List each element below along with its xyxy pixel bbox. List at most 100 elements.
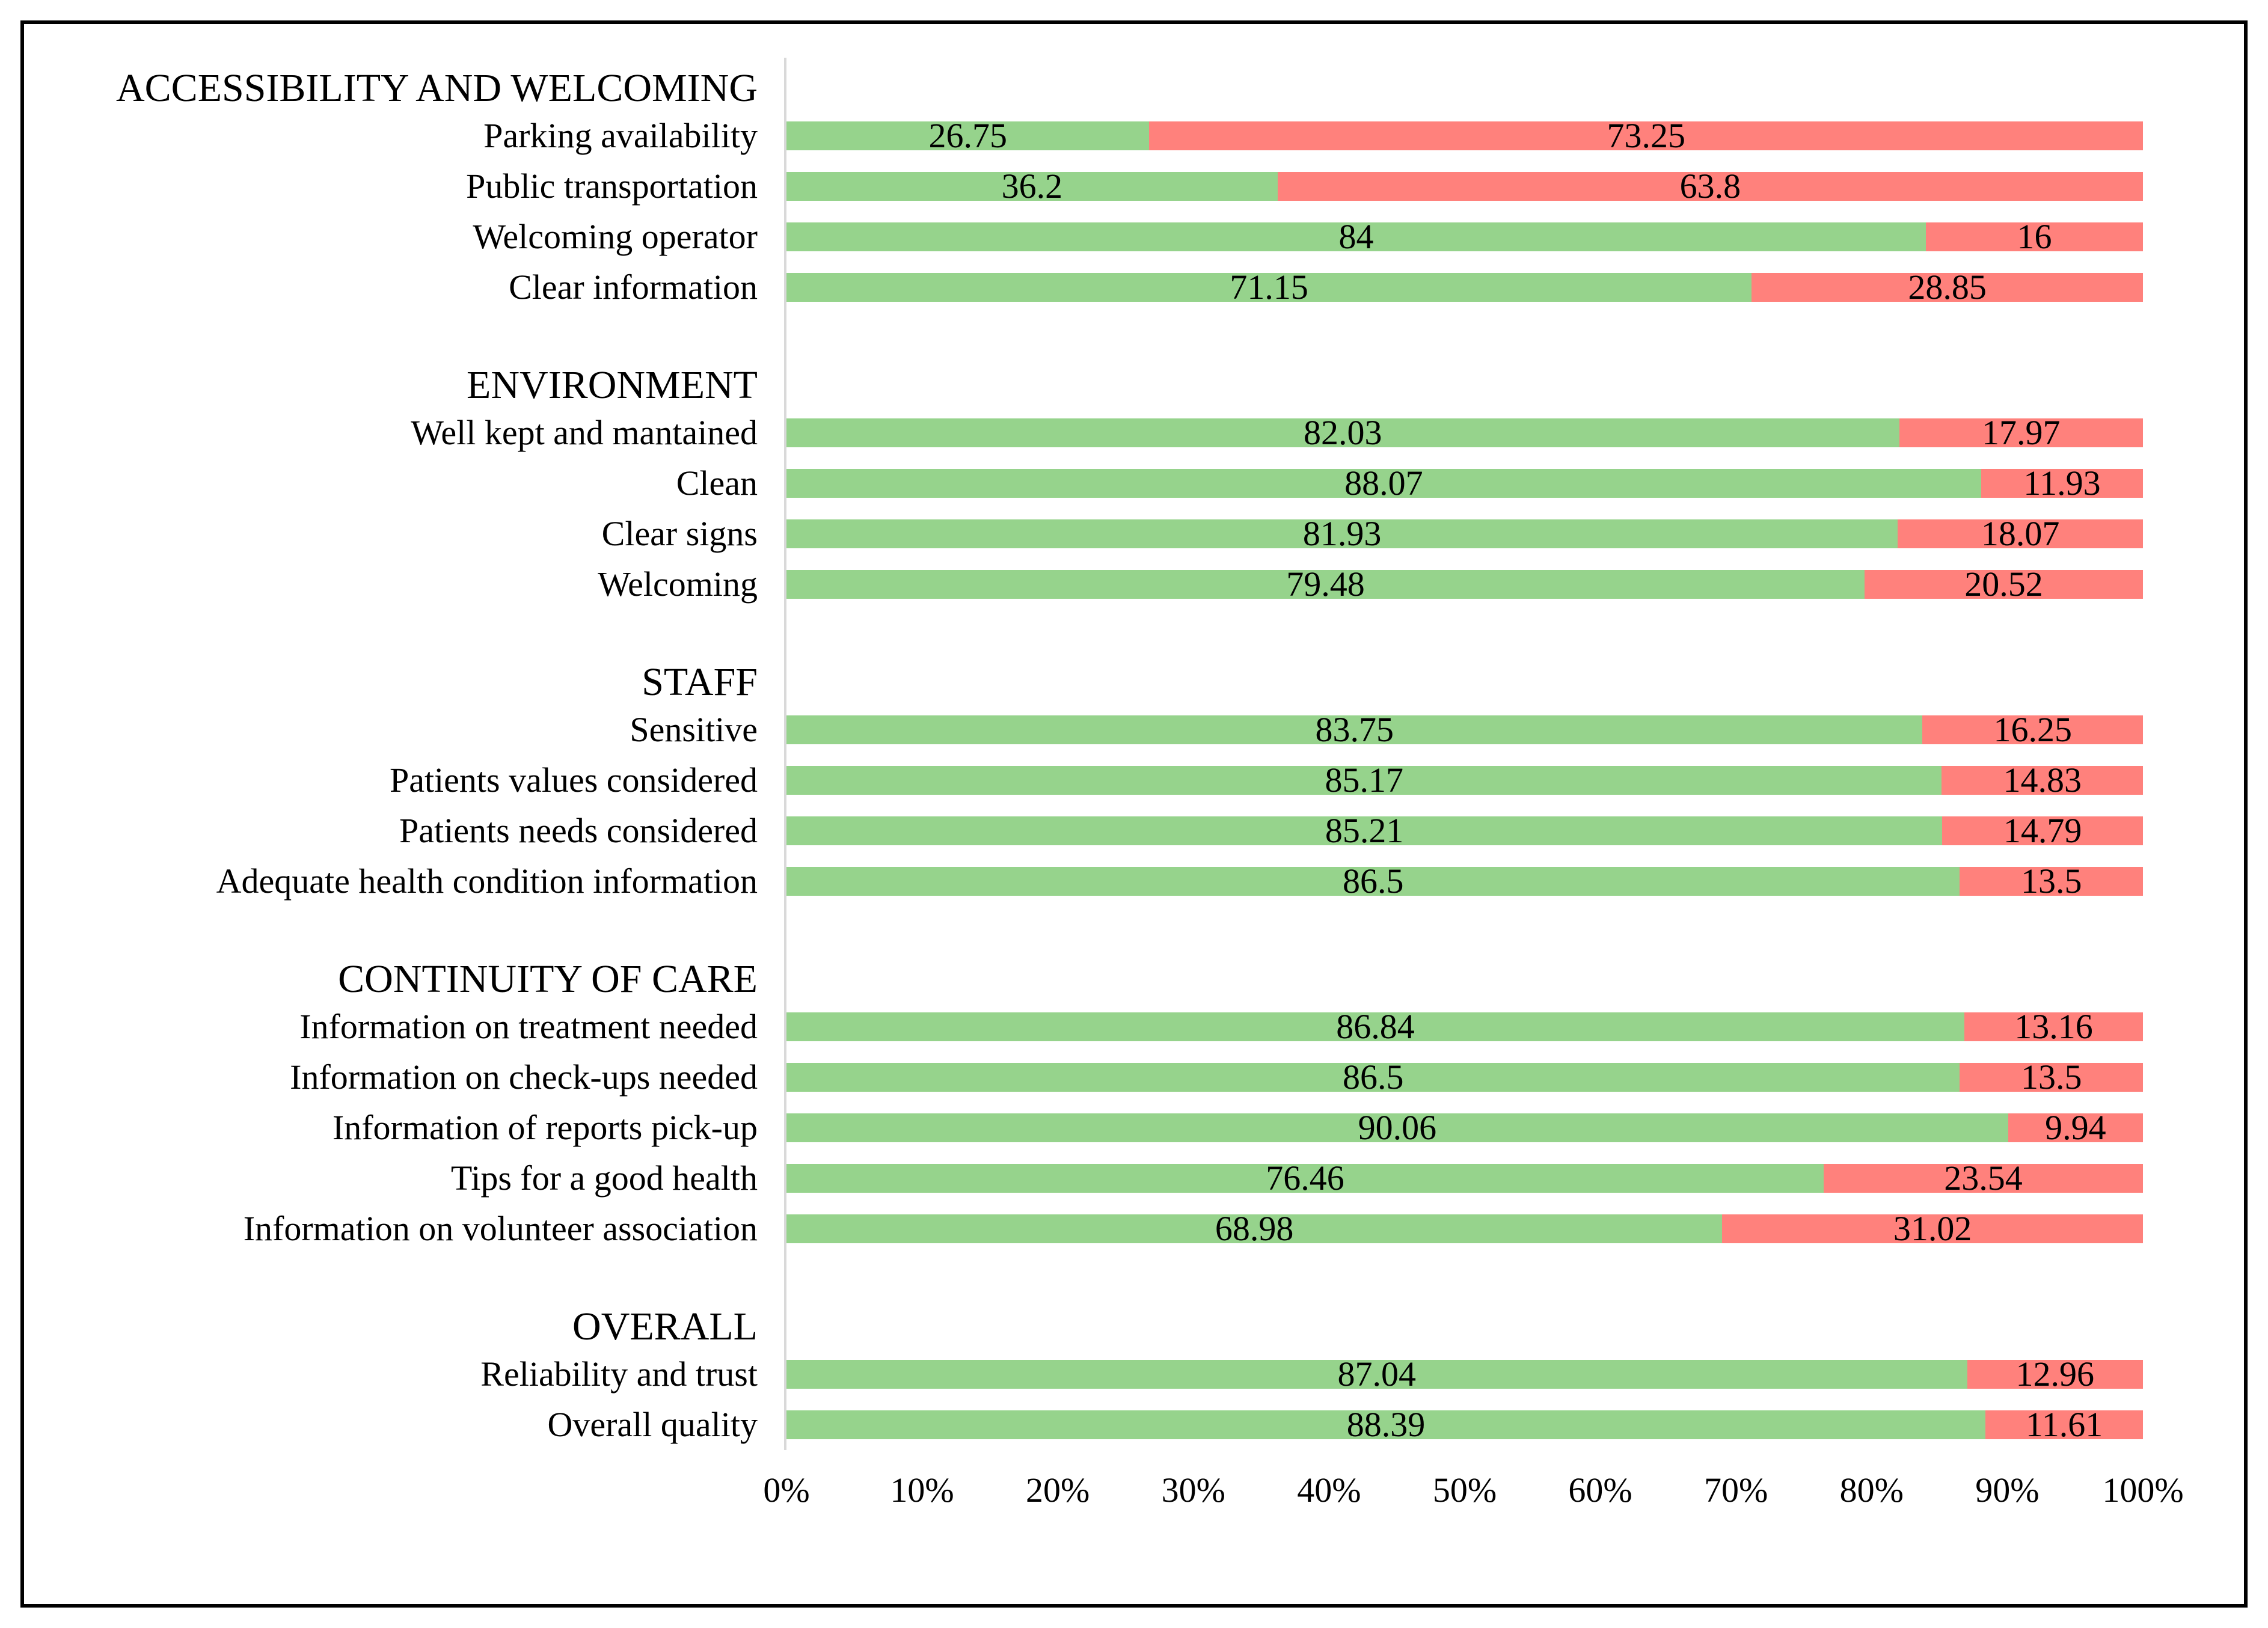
negative-segment: 9.94 xyxy=(2008,1110,2143,1145)
table-row: Adequate health condition information 86.… xyxy=(38,856,2244,907)
positive-segment: 84 xyxy=(786,219,1926,254)
chart-rows: ACCESSIBILITY AND WELCOMING Parking avail… xyxy=(38,58,2244,1450)
row-label: Well kept and mantained xyxy=(411,412,758,452)
bar-area: 76.46 23.54 xyxy=(784,1153,2143,1204)
table-row: Patients needs considered 85.21 14.79 xyxy=(38,806,2244,856)
positive-value: 87.04 xyxy=(1337,1354,1417,1394)
positive-segment: 76.46 xyxy=(786,1158,1824,1198)
group-header: OVERALL xyxy=(572,1305,758,1348)
stacked-bar: 88.39 11.61 xyxy=(786,1405,2143,1444)
positive-segment: 88.07 xyxy=(786,466,1981,501)
table-row: Patients values considered 85.17 14.83 xyxy=(38,755,2244,806)
positive-value: 76.46 xyxy=(1266,1158,1344,1198)
table-row: Clean 88.07 11.93 xyxy=(38,458,2244,509)
positive-value: 82.03 xyxy=(1304,413,1382,452)
group-header-row: ACCESSIBILITY AND WELCOMING xyxy=(38,58,2244,111)
positive-value: 88.39 xyxy=(1346,1405,1426,1444)
x-axis-ticks: 0% 10% 20% 30% 40% 50% 60% 70% 80% 90% 100% xyxy=(763,1467,2183,1533)
positive-segment: 88.39 xyxy=(786,1405,1986,1444)
positive-segment: 85.17 xyxy=(786,760,1942,800)
positive-segment: 86.84 xyxy=(786,1009,1965,1044)
bar-area: 86.84 13.16 xyxy=(784,1002,2143,1052)
bar-area: 86.5 13.5 xyxy=(784,856,2143,907)
negative-segment: 13.5 xyxy=(1960,861,2143,901)
group-gap xyxy=(38,313,2244,355)
positive-value: 90.06 xyxy=(1358,1108,1437,1147)
row-label: Adequate health condition information xyxy=(216,861,758,901)
negative-segment: 14.83 xyxy=(1942,763,2143,798)
group-header-row: STAFF xyxy=(38,652,2244,705)
row-label: Overall quality xyxy=(547,1404,758,1444)
negative-value: 13.5 xyxy=(2020,861,2082,901)
axis-line-segment xyxy=(784,652,2143,705)
group-gap xyxy=(38,610,2244,652)
positive-segment: 36.2 xyxy=(786,167,1278,206)
negative-value: 28.85 xyxy=(1908,268,1987,307)
table-row: Public transportation 36.2 63.8 xyxy=(38,161,2244,212)
bar-area: 81.93 18.07 xyxy=(784,509,2143,559)
bar-area: 88.07 11.93 xyxy=(784,458,2143,509)
group-header: ENVIRONMENT xyxy=(467,363,758,407)
positive-segment: 68.98 xyxy=(786,1209,1723,1248)
negative-segment: 11.61 xyxy=(1985,1405,2143,1444)
positive-segment: 82.03 xyxy=(786,413,1899,452)
positive-segment: 79.48 xyxy=(786,567,1865,602)
group-header-row: CONTINUITY OF CARE xyxy=(38,949,2244,1002)
negative-segment: 20.52 xyxy=(1865,567,2143,602)
negative-segment: 11.93 xyxy=(1981,464,2143,503)
stacked-bar: 86.5 13.5 xyxy=(786,1060,2143,1095)
row-label: Parking availability xyxy=(483,115,758,155)
axis-line-segment xyxy=(784,355,2143,408)
bar-area: 36.2 63.8 xyxy=(784,161,2143,212)
positive-value: 36.2 xyxy=(1001,167,1063,206)
positive-value: 86.5 xyxy=(1342,861,1404,901)
row-label: Sensitive xyxy=(630,709,758,749)
positive-value: 68.98 xyxy=(1215,1209,1294,1248)
table-row: Well kept and mantained 82.03 17.97 xyxy=(38,408,2244,458)
chart-frame: ACCESSIBILITY AND WELCOMING Parking avail… xyxy=(20,20,2248,1608)
bar-area: 85.17 14.83 xyxy=(784,755,2143,806)
negative-value: 18.07 xyxy=(1981,514,2060,553)
axis-line-segment xyxy=(784,949,2143,1002)
group-header: STAFF xyxy=(642,660,758,704)
stacked-bar: 68.98 31.02 xyxy=(786,1209,2143,1248)
stacked-bar: 81.93 18.07 xyxy=(786,514,2143,553)
negative-value: 11.93 xyxy=(2023,464,2101,503)
positive-segment: 85.21 xyxy=(786,811,1943,850)
positive-value: 85.17 xyxy=(1325,760,1403,800)
negative-value: 23.54 xyxy=(1944,1158,2023,1198)
table-row: Overall quality 88.39 11.61 xyxy=(38,1400,2244,1450)
negative-segment: 12.96 xyxy=(1967,1357,2143,1392)
x-axis-tick: 60% xyxy=(1568,1470,1632,1510)
group-header-row: ENVIRONMENT xyxy=(38,355,2244,408)
x-axis-tick: 70% xyxy=(1704,1470,1768,1510)
negative-segment: 14.79 xyxy=(1942,813,2143,848)
positive-value: 71.15 xyxy=(1230,268,1308,307)
negative-value: 63.8 xyxy=(1679,167,1741,206)
negative-value: 73.25 xyxy=(1607,116,1685,155)
row-label: Tips for a good health xyxy=(450,1158,758,1198)
stacked-bar: 83.75 16.25 xyxy=(786,710,2143,749)
x-axis-tick: 80% xyxy=(1839,1470,1904,1510)
stacked-bar: 90.06 9.94 xyxy=(786,1108,2143,1147)
negative-segment: 18.07 xyxy=(1898,514,2143,553)
row-label: Information on treatment needed xyxy=(299,1006,758,1046)
positive-value: 83.75 xyxy=(1315,710,1394,749)
x-axis-tick: 50% xyxy=(1432,1470,1497,1510)
positive-value: 85.21 xyxy=(1325,811,1404,850)
stacked-bar: 87.04 12.96 xyxy=(786,1354,2143,1394)
group-gap xyxy=(38,907,2244,949)
axis-line-segment xyxy=(784,907,2143,949)
x-axis-tick: 40% xyxy=(1297,1470,1361,1510)
table-row: Clear signs 81.93 18.07 xyxy=(38,509,2244,559)
negative-value: 11.61 xyxy=(2025,1405,2103,1444)
x-axis-tick: 20% xyxy=(1026,1470,1090,1510)
row-label: Clean xyxy=(676,463,758,503)
stacked-bar: 86.84 13.16 xyxy=(786,1009,2143,1044)
row-label: Patients values considered xyxy=(389,760,758,800)
bar-area: 68.98 31.02 xyxy=(784,1204,2143,1254)
row-label: Reliability and trust xyxy=(480,1354,758,1394)
table-row: Reliability and trust 87.04 12.96 xyxy=(38,1349,2244,1400)
stacked-bar: 76.46 23.54 xyxy=(786,1158,2143,1198)
row-label: Welcoming operator xyxy=(473,216,758,256)
